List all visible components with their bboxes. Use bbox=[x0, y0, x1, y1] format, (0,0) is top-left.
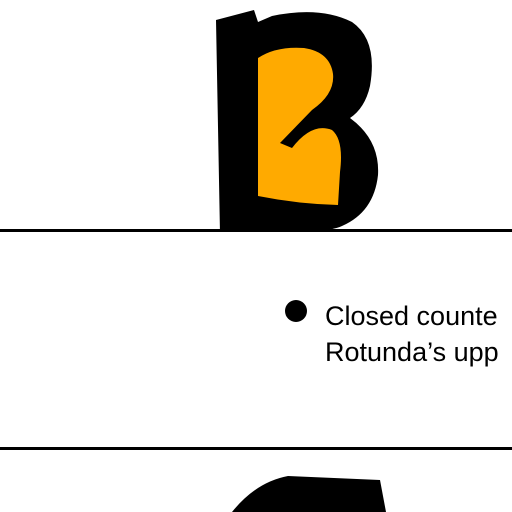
glyph-b-counter bbox=[258, 47, 341, 205]
bottom-glyph-shape bbox=[232, 476, 386, 512]
bullet-dot bbox=[285, 300, 307, 322]
divider-top bbox=[0, 229, 512, 232]
rotunda-b-glyph bbox=[216, 10, 379, 232]
caption-list-item: Closed counte Rotunda’s upp bbox=[285, 298, 512, 378]
caption-line-2: Rotunda’s upp bbox=[325, 337, 499, 367]
caption-line-1: Closed counte bbox=[325, 301, 498, 331]
divider-bottom bbox=[0, 447, 512, 450]
